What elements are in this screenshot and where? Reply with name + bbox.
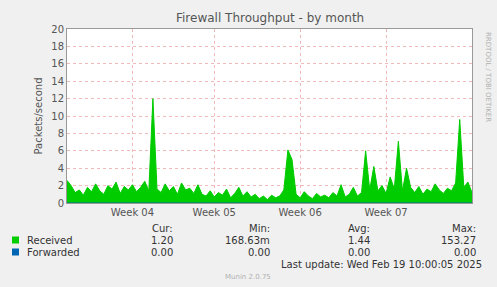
svg-text:Received: Received <box>27 235 73 246</box>
svg-text:20: 20 <box>51 24 64 35</box>
svg-text:Cur:: Cur: <box>152 223 173 234</box>
svg-text:0.00: 0.00 <box>151 247 173 258</box>
svg-text:Week 04: Week 04 <box>111 207 154 218</box>
svg-text:2: 2 <box>58 180 64 191</box>
svg-text:6: 6 <box>58 145 64 156</box>
svg-text:0.00: 0.00 <box>248 247 270 258</box>
svg-text:Week 05: Week 05 <box>193 207 236 218</box>
svg-text:1.44: 1.44 <box>348 235 370 246</box>
svg-text:4: 4 <box>58 163 64 174</box>
svg-text:0: 0 <box>58 198 64 209</box>
svg-text:153.27: 153.27 <box>441 235 476 246</box>
svg-text:0.00: 0.00 <box>348 247 370 258</box>
svg-text:0.00: 0.00 <box>454 247 476 258</box>
svg-text:18: 18 <box>51 41 64 52</box>
svg-text:168.63m: 168.63m <box>225 235 270 246</box>
svg-text:Min:: Min: <box>249 223 270 234</box>
svg-text:16: 16 <box>51 58 64 69</box>
svg-text:Avg:: Avg: <box>348 223 370 234</box>
svg-text:Week 07: Week 07 <box>364 207 407 218</box>
svg-text:Munin 2.0.75: Munin 2.0.75 <box>225 273 271 281</box>
svg-text:14: 14 <box>51 76 64 87</box>
svg-text:RRDTOOL / TOBI OETIKER: RRDTOOL / TOBI OETIKER <box>484 32 492 122</box>
svg-text:12: 12 <box>51 93 64 104</box>
svg-text:Firewall Throughput - by month: Firewall Throughput - by month <box>176 11 364 25</box>
svg-text:Max:: Max: <box>452 223 476 234</box>
svg-text:1.20: 1.20 <box>151 235 173 246</box>
svg-text:Week 06: Week 06 <box>279 207 322 218</box>
svg-text:Packets/second: Packets/second <box>33 78 44 155</box>
svg-text:8: 8 <box>58 128 64 139</box>
svg-text:10: 10 <box>51 111 64 122</box>
svg-text:Last update: Wed Feb 19 10:00:: Last update: Wed Feb 19 10:00:05 2025 <box>281 259 482 270</box>
svg-text:Forwarded: Forwarded <box>27 247 80 258</box>
